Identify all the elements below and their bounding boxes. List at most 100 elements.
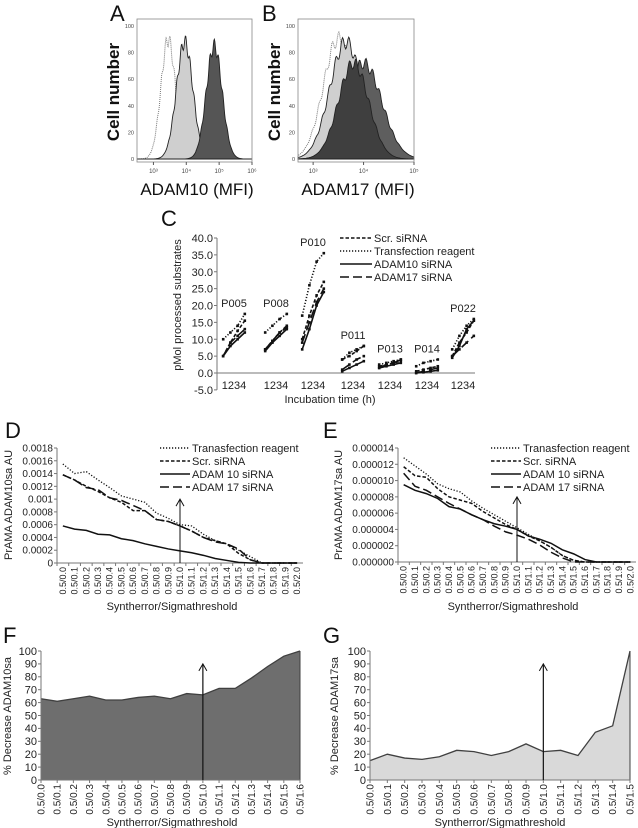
panel-b-histogram: 10³ 10⁴ 10⁵ 0 20 40 60 80 100: [286, 18, 419, 175]
y-tick-label: 20: [128, 130, 134, 136]
x-tick-label: 0.5/0.2: [81, 567, 91, 595]
x-tick-label: 0.5/2.0: [625, 566, 635, 594]
y-tick-label: 0: [292, 157, 295, 163]
x-tick-label: 0.5/1.2: [198, 567, 208, 595]
data-point: [229, 341, 232, 344]
data-point: [429, 370, 432, 373]
y-tick-label: 0.0006: [22, 520, 53, 531]
series-line: [341, 345, 365, 361]
x-tick-label: 0.5/0.1: [53, 784, 64, 815]
x-tick-label: 0.5/1.9: [614, 566, 624, 594]
data-point: [300, 348, 304, 351]
x-tick-label: 0.5/1.3: [210, 567, 220, 595]
data-point: [243, 331, 247, 334]
x-tick-label: 10⁶: [247, 168, 257, 175]
data-point: [221, 354, 225, 358]
data-point: [385, 363, 388, 366]
panel-label-d: D: [5, 418, 21, 443]
data-point: [429, 366, 432, 370]
x-tick-label: 0.5/1.2: [574, 784, 585, 815]
y-tick-label: 0.000008: [352, 492, 394, 503]
x-tick-label: 0.5/0.7: [150, 784, 161, 815]
data-point: [348, 351, 351, 355]
x-tick-label: 0.5/1.3: [546, 566, 556, 594]
data-point: [399, 359, 403, 363]
y-tick-label: 0.0008: [22, 507, 53, 518]
data-point: [263, 349, 267, 353]
y-tick-label: 0.0: [198, 368, 213, 380]
area-line: [369, 650, 631, 762]
x-tick-label: 0.5/0.8: [489, 566, 499, 594]
x-tick-label: 0.5/1.4: [222, 567, 232, 595]
data-point: [271, 341, 274, 344]
x-tick-label: 10⁵: [215, 168, 225, 175]
x-tick-label: 0.5/0.0: [37, 784, 48, 815]
data-point: [263, 348, 267, 351]
y-tick-label: 40: [354, 723, 366, 735]
data-point: [229, 344, 232, 348]
panel-label-g: G: [323, 623, 340, 648]
histogram-darker-fill: [297, 58, 414, 160]
data-point: [300, 337, 304, 341]
data-point: [278, 331, 281, 334]
data-point: [436, 358, 440, 361]
data-point: [450, 348, 454, 351]
y-tick-label: 40.0: [192, 233, 213, 245]
data-point: [414, 371, 418, 375]
data-point: [465, 331, 468, 334]
data-point: [315, 304, 318, 307]
f-ylabel: % Decrease ADAM10sa: [2, 656, 14, 775]
arrow-head-icon: [175, 498, 185, 507]
y-tick-label: 50: [354, 710, 366, 722]
x-tick-label: 0.5/0.7: [478, 566, 488, 594]
panel-label-c: C: [161, 206, 177, 231]
x-tick-label: 0.5/1.0: [512, 566, 522, 594]
data-point: [308, 327, 311, 331]
y-tick-label: 0.0004: [22, 533, 53, 544]
legend-label: Tranasfection reagent: [192, 443, 299, 455]
peptide-label: P008: [263, 298, 289, 310]
y-tick-label: 60: [128, 77, 134, 83]
legend-label: ADAM 17 siRNA: [523, 482, 605, 494]
y-tick-label: 30.0: [192, 267, 213, 279]
data-point: [263, 331, 267, 334]
data-point: [362, 344, 366, 348]
x-tick-label: 0.5/1.1: [523, 566, 533, 594]
x-tick-label: 0.5/0.3: [418, 784, 429, 815]
data-point: [236, 329, 239, 333]
x-tick-label: 0.5/1.0: [198, 784, 209, 815]
y-tick-label: 0.0012: [22, 482, 53, 493]
y-tick-label: 0.000006: [352, 509, 394, 520]
d-xlabel: Syntherror/Sigmathreshold: [107, 601, 238, 613]
x-tick-label: 0.5/1.5: [234, 567, 244, 595]
series-line: [301, 252, 325, 316]
data-point: [392, 363, 395, 366]
x-tick-label: 0.5/0.2: [69, 784, 80, 815]
series-line: [451, 335, 475, 357]
x-tick-label: 0.5/0.5: [455, 566, 465, 594]
arrow-head-icon: [512, 495, 522, 505]
legend-label: Scr. siRNA: [374, 233, 428, 245]
series-line: [62, 474, 298, 564]
x-tick-label: 10³: [309, 169, 318, 175]
series-line: [378, 358, 402, 369]
peptide-label: P005: [221, 298, 247, 310]
series-line: [451, 320, 475, 357]
y-tick-label: 90: [25, 659, 37, 671]
y-tick-label: 5.0: [198, 351, 213, 363]
y-tick-label: 60: [25, 697, 37, 709]
area-fill: [370, 651, 630, 780]
data-point: [236, 324, 239, 328]
data-point: [308, 314, 311, 317]
data-point: [377, 366, 381, 370]
legend-label: ADAM 10 siRNA: [523, 469, 605, 481]
data-point: [348, 363, 351, 366]
e-ylabel: PrAMA ADAM17sa AU: [333, 450, 345, 560]
legend-label: Transfection reagent: [374, 246, 474, 258]
data-point: [322, 290, 326, 294]
x-tick-label: 0.5/0.3: [433, 566, 443, 594]
y-tick-label: 20: [289, 130, 295, 136]
panel-label-f: F: [3, 623, 16, 648]
x-tick-label: 0.5/0.6: [467, 566, 477, 594]
x-tick-label: 0.5/0.7: [140, 567, 150, 595]
